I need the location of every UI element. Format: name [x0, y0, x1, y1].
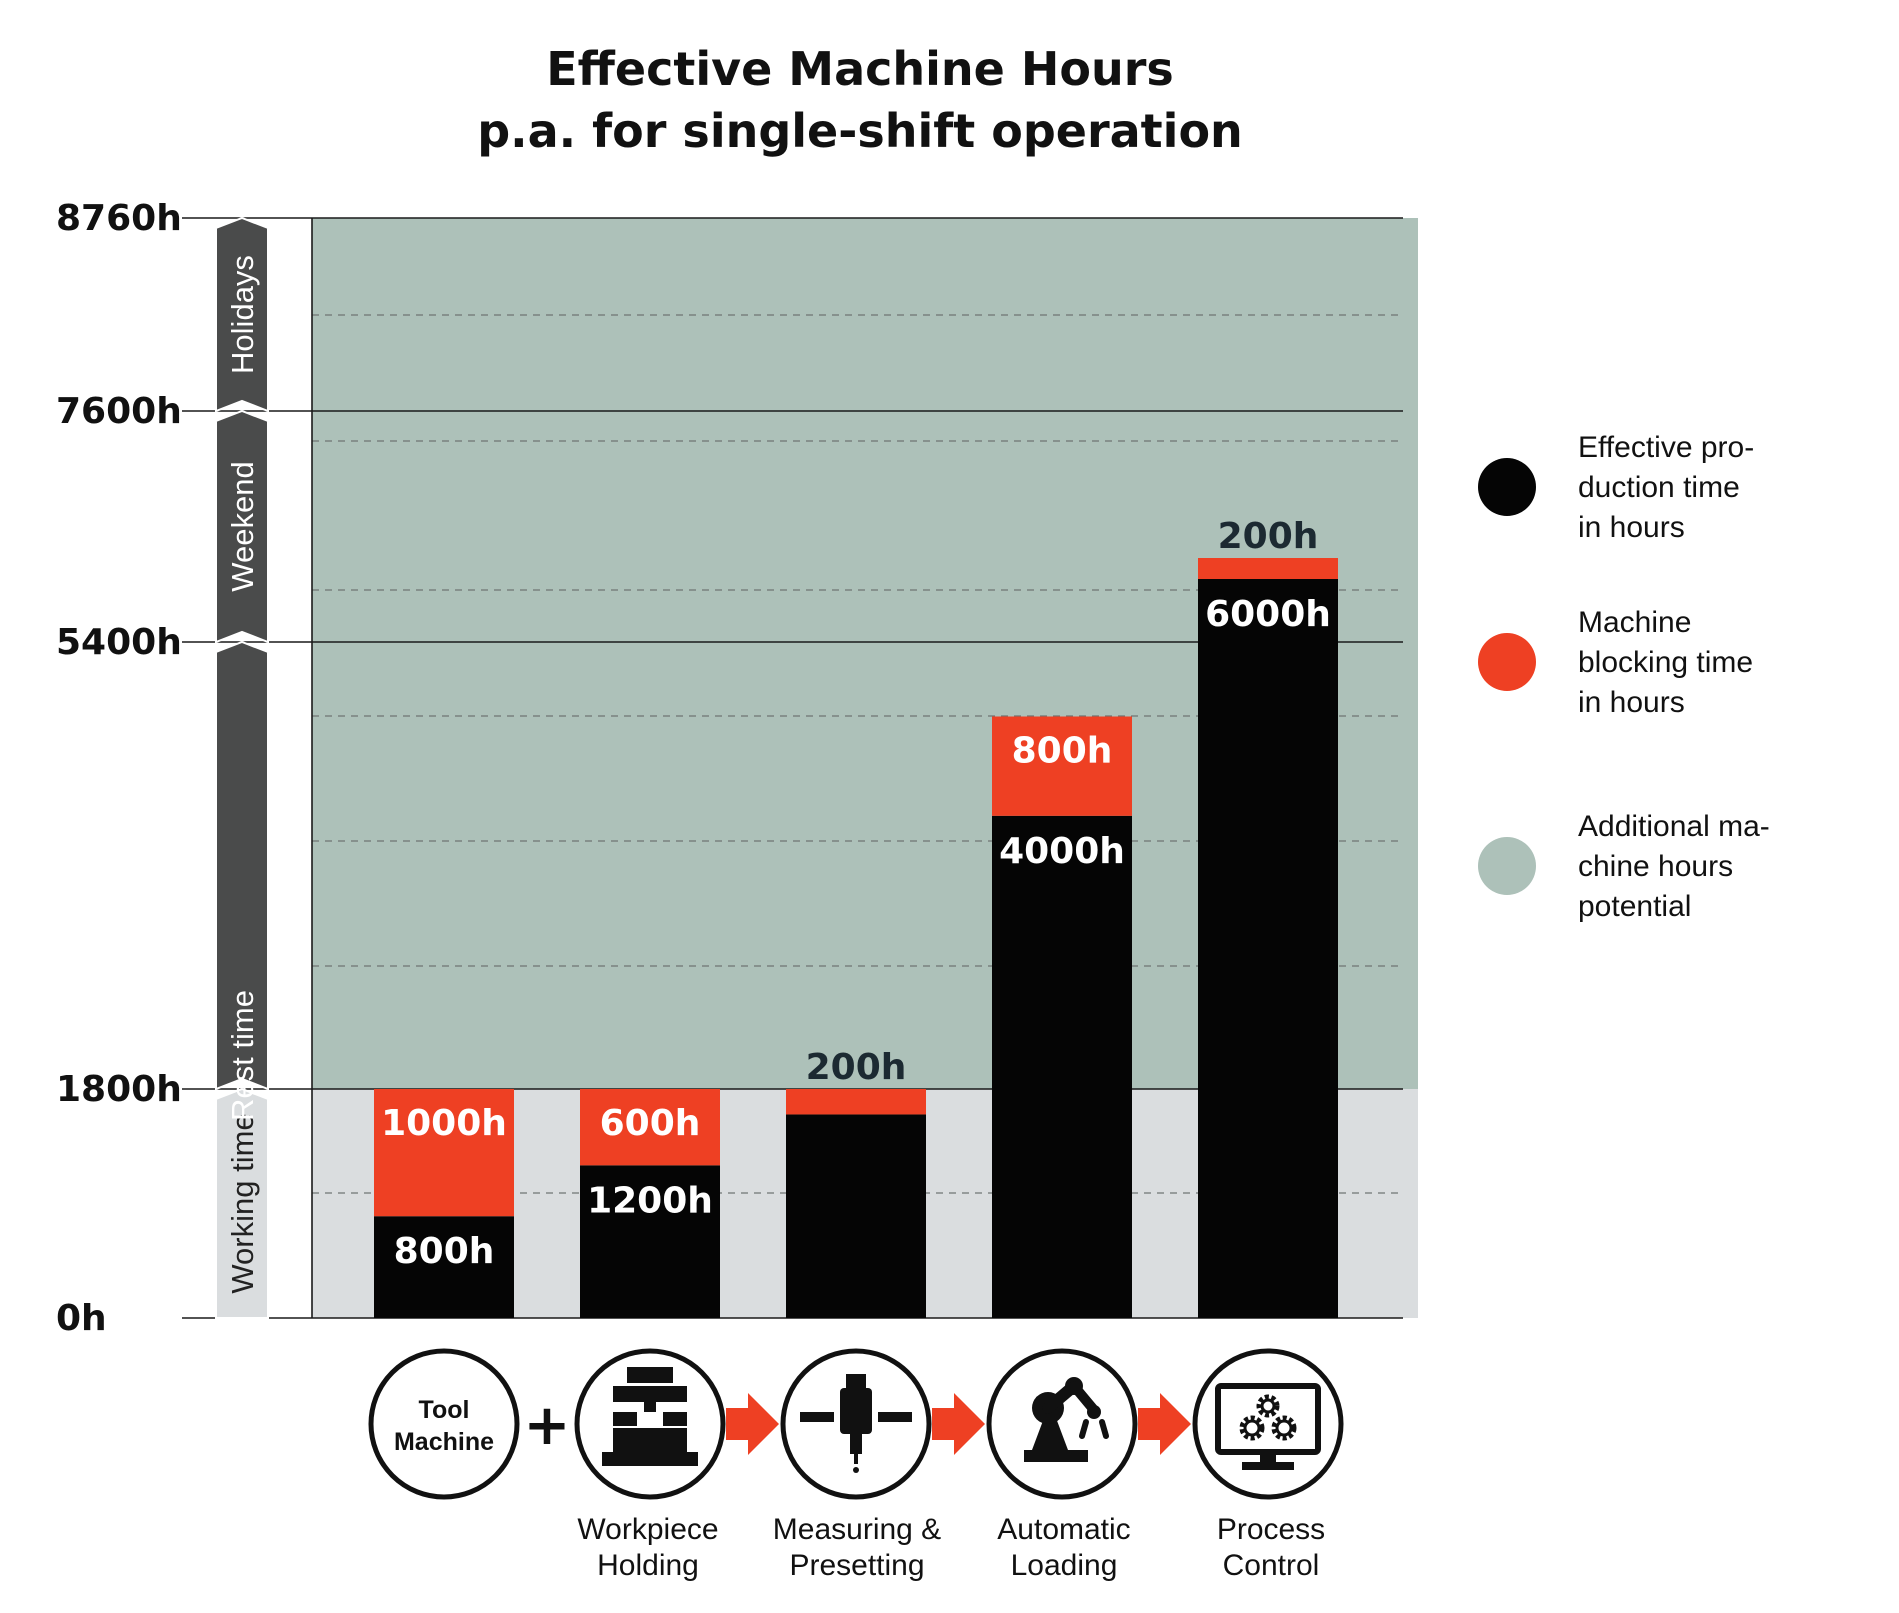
data-label-effective: 800h: [394, 1231, 495, 1272]
data-label-blocking: 800h: [1012, 731, 1113, 772]
bar-effective-4: [1198, 579, 1338, 1318]
time-segment-3: [215, 216, 269, 413]
legend-item-blocking: Machine blocking time in hours: [1478, 606, 1838, 763]
workpiece-holding-icon: [602, 1367, 698, 1466]
step-circle-0: [368, 1348, 520, 1500]
data-label-effective: 6000h: [1205, 594, 1331, 635]
y-tick-label: 7600h: [56, 391, 182, 432]
data-label-blocking: 600h: [600, 1103, 701, 1144]
tool-machine-text: Machine: [394, 1428, 494, 1456]
bar-blocking-1: [580, 1089, 720, 1166]
chart-title-line-1: Effective Machine Hours: [546, 42, 1174, 96]
chart-title: Effective Machine Hours p.a. for single-…: [0, 38, 1720, 162]
data-label-effective: 1200h: [587, 1180, 713, 1221]
measuring-presetting-icon: [800, 1374, 912, 1473]
bar-blocking-4: [1198, 558, 1338, 579]
data-label-blocking: 200h: [1218, 516, 1319, 557]
step-label-measuring-presetting: Measuring & Presetting: [772, 1513, 942, 1582]
plus-icon: +: [524, 1393, 571, 1458]
step-label-workpiece-holding: Workpiece Holding: [577, 1513, 719, 1582]
bar-effective-0: [374, 1216, 514, 1318]
time-segment-label: Working time: [225, 1113, 260, 1293]
data-label-blocking: 1000h: [381, 1103, 507, 1144]
time-segment-label: Holidays: [225, 255, 260, 374]
bar-effective-1: [580, 1165, 720, 1318]
bar-blocking-3: [992, 716, 1132, 816]
arrow-right-icon: [726, 1393, 779, 1455]
robot-arm-icon: [1024, 1377, 1109, 1462]
chart-title-line-2: p.a. for single-shift operation: [477, 104, 1243, 158]
y-tick-label: 5400h: [56, 622, 182, 663]
arrow-right-icon: [1138, 1393, 1191, 1455]
legend-swatch-black: [1478, 458, 1536, 516]
legend-swatch-green: [1478, 837, 1536, 895]
time-segment-0: [215, 1087, 269, 1319]
legend-label: Machine blocking time in hours: [1578, 606, 1754, 719]
legend-item-effective: Effective pro- duction time in hours: [1478, 431, 1838, 588]
legend-swatch-red: [1478, 633, 1536, 691]
legend-label: Effective pro- duction time in hours: [1578, 431, 1755, 544]
tool-machine-text: Tool: [419, 1396, 470, 1424]
y-tick-label: 0h: [56, 1298, 107, 1339]
y-tick-label: 1800h: [56, 1069, 182, 1110]
bar-effective-3: [992, 815, 1132, 1318]
data-label-blocking: 200h: [806, 1047, 907, 1088]
data-label-effective: 4000h: [999, 831, 1125, 872]
legend-item-potential: Additional ma- chine hours potential: [1478, 810, 1838, 967]
time-segment-label: Rest time: [225, 990, 260, 1121]
step-label-automatic-loading: Automatic Loading: [997, 1513, 1131, 1582]
time-segment-2: [215, 409, 269, 644]
bar-blocking-0: [374, 1089, 514, 1217]
step-label-process-control: Process Control: [1216, 1513, 1326, 1582]
arrow-right-icon: [932, 1393, 985, 1455]
legend-label: Additional ma- chine hours potential: [1578, 810, 1770, 923]
y-tick-label: 8760h: [56, 198, 182, 239]
bar-blocking-2: [786, 1089, 926, 1115]
bar-effective-2: [786, 1114, 926, 1318]
monitor-gears-icon: [1215, 1383, 1321, 1470]
time-segment-label: Weekend: [225, 461, 260, 591]
time-segment-1: [215, 640, 269, 1091]
step-circle-3: [986, 1348, 1138, 1500]
